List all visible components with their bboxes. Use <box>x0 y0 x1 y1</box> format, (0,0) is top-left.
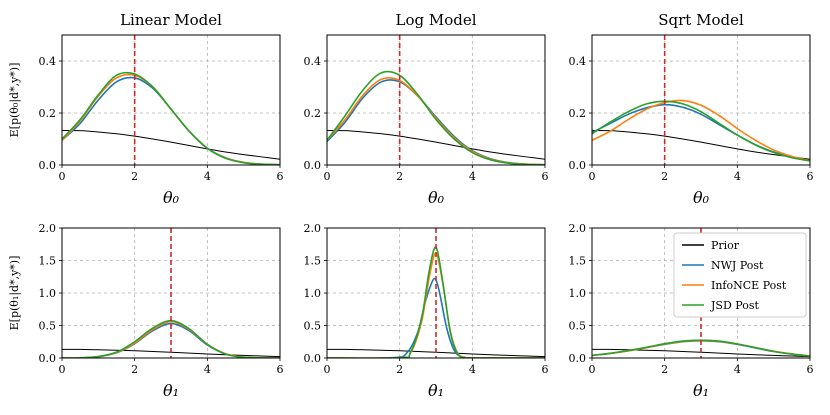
x-tick-label: 6 <box>542 363 549 376</box>
y-tick-label: 0.0 <box>39 159 57 172</box>
series-line-nwj-post <box>62 76 280 165</box>
legend-box <box>673 232 807 318</box>
x-tick-label: 6 <box>277 363 284 376</box>
x-axis-label: θ₀ <box>428 188 445 207</box>
y-tick-label: 0.5 <box>304 320 322 333</box>
legend-label: NWJ Post <box>711 259 764 272</box>
legend-label: Prior <box>711 239 740 252</box>
axes-frame <box>326 227 546 359</box>
y-tick-label: 0.4 <box>304 55 322 68</box>
x-tick-label: 0 <box>589 170 596 183</box>
x-tick-label: 2 <box>661 363 668 376</box>
y-tick-label: 0.2 <box>39 107 57 120</box>
y-tick-label: 1.5 <box>304 255 322 268</box>
x-tick-label: 6 <box>807 363 814 376</box>
axes-frame <box>61 227 281 359</box>
y-tick-label: 0.4 <box>569 55 587 68</box>
series-line-infonce-post <box>592 99 810 162</box>
y-tick-label: 0.5 <box>39 320 57 333</box>
x-tick-label: 6 <box>807 170 814 183</box>
y-tick-label: 1.0 <box>304 287 322 300</box>
series-line-jsd-post <box>327 246 545 358</box>
y-tick-label: 1.5 <box>569 255 587 268</box>
x-tick-label: 2 <box>131 170 138 183</box>
x-tick-label: 2 <box>131 363 138 376</box>
y-tick-label: 0.0 <box>304 352 322 365</box>
y-tick-label: 2.0 <box>569 222 587 235</box>
panel-title: Sqrt Model <box>658 11 744 29</box>
y-tick-label: 1.0 <box>39 287 57 300</box>
series-line-prior <box>592 129 810 160</box>
y-tick-label: 0.0 <box>569 352 587 365</box>
y-tick-label: 2.0 <box>304 222 322 235</box>
series-line-jsd-post <box>592 100 810 162</box>
y-tick-label: 0.2 <box>569 107 587 120</box>
x-axis-label: θ₁ <box>428 381 444 400</box>
x-tick-label: 6 <box>542 170 549 183</box>
series-line-infonce-post <box>62 73 280 165</box>
x-tick-label: 0 <box>324 363 331 376</box>
x-axis-label: θ₀ <box>163 188 180 207</box>
axes-frame <box>591 34 811 166</box>
y-tick-label: 1.0 <box>569 287 587 300</box>
y-tick-label: 0.5 <box>569 320 587 333</box>
y-axis-label: E[p(θ₁|d*,y*)] <box>8 256 22 331</box>
panel-title: Log Model <box>395 11 476 29</box>
y-tick-label: 0.2 <box>304 107 322 120</box>
x-tick-label: 2 <box>396 363 403 376</box>
y-tick-label: 0.0 <box>304 159 322 172</box>
y-tick-label: 2.0 <box>39 222 57 235</box>
legend-label: JSD Post <box>710 299 759 312</box>
x-tick-label: 4 <box>204 363 211 376</box>
axes-frame <box>61 34 281 166</box>
axes-frame <box>326 34 546 166</box>
x-tick-label: 4 <box>204 170 211 183</box>
series-line-infonce-post <box>327 77 545 165</box>
x-tick-label: 0 <box>59 170 66 183</box>
x-tick-label: 2 <box>661 170 668 183</box>
y-tick-label: 0.0 <box>39 352 57 365</box>
series-line-nwj-post <box>327 79 545 165</box>
legend-label: InfoNCE Post <box>711 279 787 292</box>
series-line-jsd-post <box>62 71 280 165</box>
series-line-prior <box>62 129 280 160</box>
series-line-jsd-post <box>327 70 545 165</box>
x-tick-label: 0 <box>59 363 66 376</box>
y-axis-label: E[p(θ₀|d*,y*)] <box>8 63 22 138</box>
x-tick-label: 6 <box>277 170 284 183</box>
x-tick-label: 0 <box>324 170 331 183</box>
y-tick-label: 0.0 <box>569 159 587 172</box>
series-line-prior <box>327 129 545 160</box>
x-tick-label: 0 <box>589 363 596 376</box>
axes-frame <box>591 227 811 359</box>
x-tick-label: 2 <box>396 170 403 183</box>
x-tick-label: 4 <box>734 363 741 376</box>
x-tick-label: 4 <box>469 363 476 376</box>
y-tick-label: 1.5 <box>39 255 57 268</box>
y-tick-label: 0.4 <box>39 55 57 68</box>
panel-title: Linear Model <box>120 11 222 29</box>
x-tick-label: 4 <box>469 170 476 183</box>
x-axis-label: θ₀ <box>693 188 710 207</box>
x-axis-label: θ₁ <box>163 381 179 400</box>
x-tick-label: 4 <box>734 170 741 183</box>
x-axis-label: θ₁ <box>693 381 709 400</box>
